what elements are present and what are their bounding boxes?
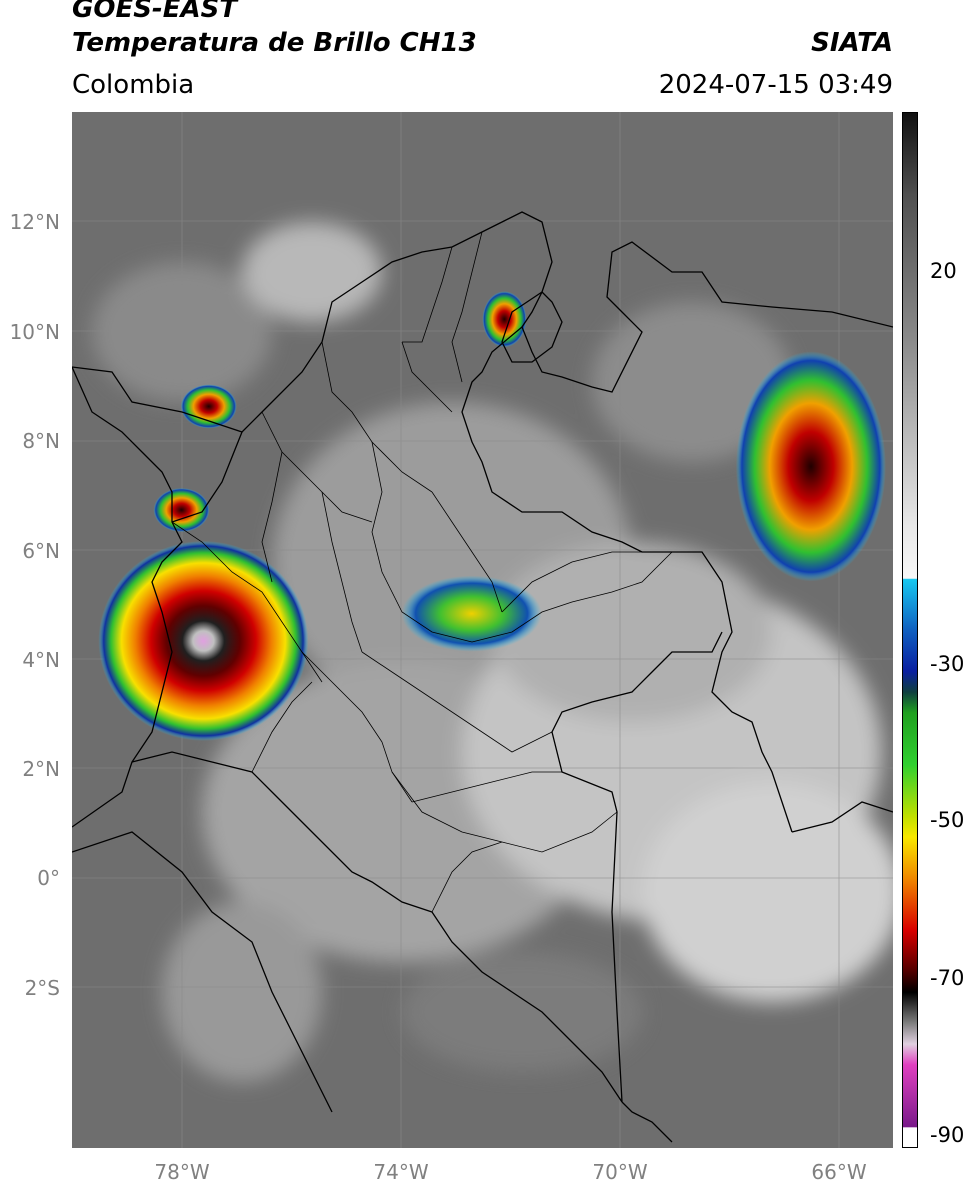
peru-brazil-border bbox=[621, 1101, 673, 1143]
colorbar-tick: -30 bbox=[930, 652, 965, 676]
storm-uraba-cell bbox=[180, 384, 237, 429]
product-title: Temperatura de Brillo CH13 bbox=[72, 28, 477, 58]
datetime-label: 2024-07-15 03:49 bbox=[658, 70, 893, 100]
lat-label: 4°N bbox=[22, 648, 60, 672]
colorbar bbox=[902, 112, 918, 1148]
colorbar-tick: -70 bbox=[930, 966, 965, 990]
colombia-peru-border bbox=[431, 911, 623, 1103]
colorbar-tick: 20 bbox=[930, 259, 957, 283]
lon-label: 74°W bbox=[373, 1160, 429, 1184]
satellite-map bbox=[72, 112, 893, 1148]
caribbean-coast bbox=[72, 211, 893, 433]
storm-guajira-cell bbox=[482, 291, 527, 348]
colombia-brazil-border bbox=[551, 631, 723, 1103]
convective-cells bbox=[98, 291, 886, 741]
lat-label: 2°N bbox=[22, 757, 60, 781]
lat-label: 8°N bbox=[22, 429, 60, 453]
region-label: Colombia bbox=[72, 70, 195, 100]
cloud-field bbox=[92, 222, 893, 1082]
ecuador-peru-border bbox=[72, 831, 333, 1113]
gulf-maracaibo bbox=[501, 291, 563, 363]
lon-label: 70°W bbox=[592, 1160, 648, 1184]
lat-label: 2°S bbox=[24, 976, 60, 1000]
lat-label: 12°N bbox=[9, 210, 60, 234]
colorbar-tick: -90 bbox=[930, 1123, 965, 1147]
storm-llanos-cluster bbox=[401, 575, 542, 652]
storm-pacific-mcs bbox=[98, 540, 309, 741]
colombia-ecuador-border bbox=[131, 751, 433, 913]
lat-label: 6°N bbox=[22, 539, 60, 563]
lat-label: 10°N bbox=[9, 320, 60, 344]
borders bbox=[72, 211, 893, 1143]
lon-label: 78°W bbox=[154, 1160, 210, 1184]
colombia-panama-border bbox=[171, 431, 243, 523]
departments bbox=[171, 231, 673, 913]
pacific-coast bbox=[72, 366, 183, 828]
venezuela-brazil-border bbox=[791, 801, 893, 833]
lat-label: 0° bbox=[37, 866, 60, 890]
agency-label: SIATA bbox=[811, 28, 893, 58]
satellite-title: GOES-EAST bbox=[72, 0, 238, 24]
storm-venezuela-cluster bbox=[735, 351, 886, 582]
lon-label: 66°W bbox=[811, 1160, 867, 1184]
storm-choco-cell bbox=[153, 488, 210, 532]
colorbar-tick: -50 bbox=[930, 808, 965, 832]
